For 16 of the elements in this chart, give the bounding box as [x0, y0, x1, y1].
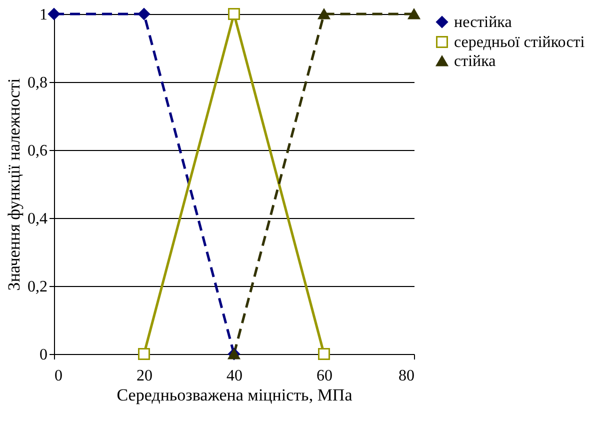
y-axis-title: Значення функції належності — [4, 78, 24, 291]
y-tick-label: 0 — [40, 346, 48, 364]
legend-label: нестійка — [454, 14, 512, 31]
legend-label: стійка — [454, 53, 496, 70]
x-axis-title: Середньозважена міцність, МПа — [116, 386, 353, 404]
y-tick-label: 0,4 — [28, 210, 48, 228]
y-tick-label: 1 — [40, 6, 48, 24]
x-tick-label: 40 — [226, 368, 242, 384]
x-tick-label: 60 — [316, 368, 332, 384]
legend-label: середньої стійкості — [454, 34, 586, 51]
x-tick-label: 0 — [54, 368, 62, 384]
y-tick-label: 0,2 — [28, 278, 48, 296]
y-tick-label: 0,8 — [28, 74, 48, 92]
x-tick-label: 20 — [136, 368, 152, 384]
y-tick-label: 0,6 — [28, 142, 48, 160]
x-tick-label: 80 — [398, 368, 414, 384]
